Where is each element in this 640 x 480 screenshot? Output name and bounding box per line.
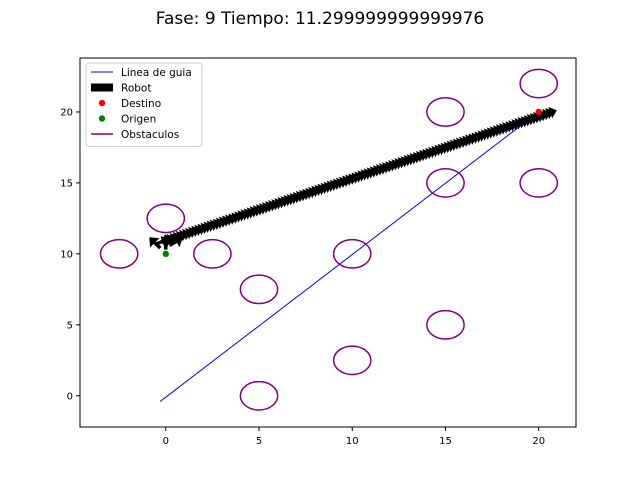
legend-label: Linea de guia [121,67,192,79]
legend: Linea de guia Robot Destino Origen Obstaculo… [85,62,203,147]
y-tick-label: 20 [60,107,73,118]
obstacle-circle [519,167,559,198]
obstacle-circle [426,96,465,127]
obstacle-circle [99,238,139,269]
legend-label: Origen [121,114,156,126]
robot-arrow [168,235,183,248]
chart-title: Fase: 9 Tiempo: 11.299999999999976 [156,9,485,29]
obstacle-circle [519,68,559,99]
obstacle-circle [146,203,186,234]
y-tick-label: 0 [67,391,73,402]
legend-label: Obstaculos [121,129,179,141]
obstacle-circle [239,380,279,411]
destination-point [535,108,542,116]
legend-label: Destino [121,98,161,110]
obstacle-circle [239,274,279,305]
x-tick-label: 5 [256,436,262,447]
obstacle-circle [426,309,465,340]
y-tick-label: 10 [60,249,73,260]
obstacle-circle [332,345,372,376]
x-tick-label: 0 [163,436,169,447]
guide-line [159,111,540,402]
obstacle-circle [192,238,232,269]
x-tick-label: 20 [532,436,545,447]
legend-box [85,62,203,147]
obstacle-circle [426,167,465,198]
legend-swatch [98,115,106,122]
robot-arrow [159,234,173,250]
legend-swatch [91,83,113,92]
obstacle-circle [332,238,372,269]
x-tick-label: 15 [439,436,452,447]
x-tick-label: 10 [346,436,359,447]
robot-arrow [543,106,557,119]
plot-frame [79,57,577,428]
origin-point [162,250,169,258]
legend-swatch [98,99,106,107]
robot-arrow [149,237,162,250]
y-tick-label: 5 [67,320,73,331]
y-tick-label: 15 [60,178,73,189]
legend-label: Robot [121,83,151,95]
